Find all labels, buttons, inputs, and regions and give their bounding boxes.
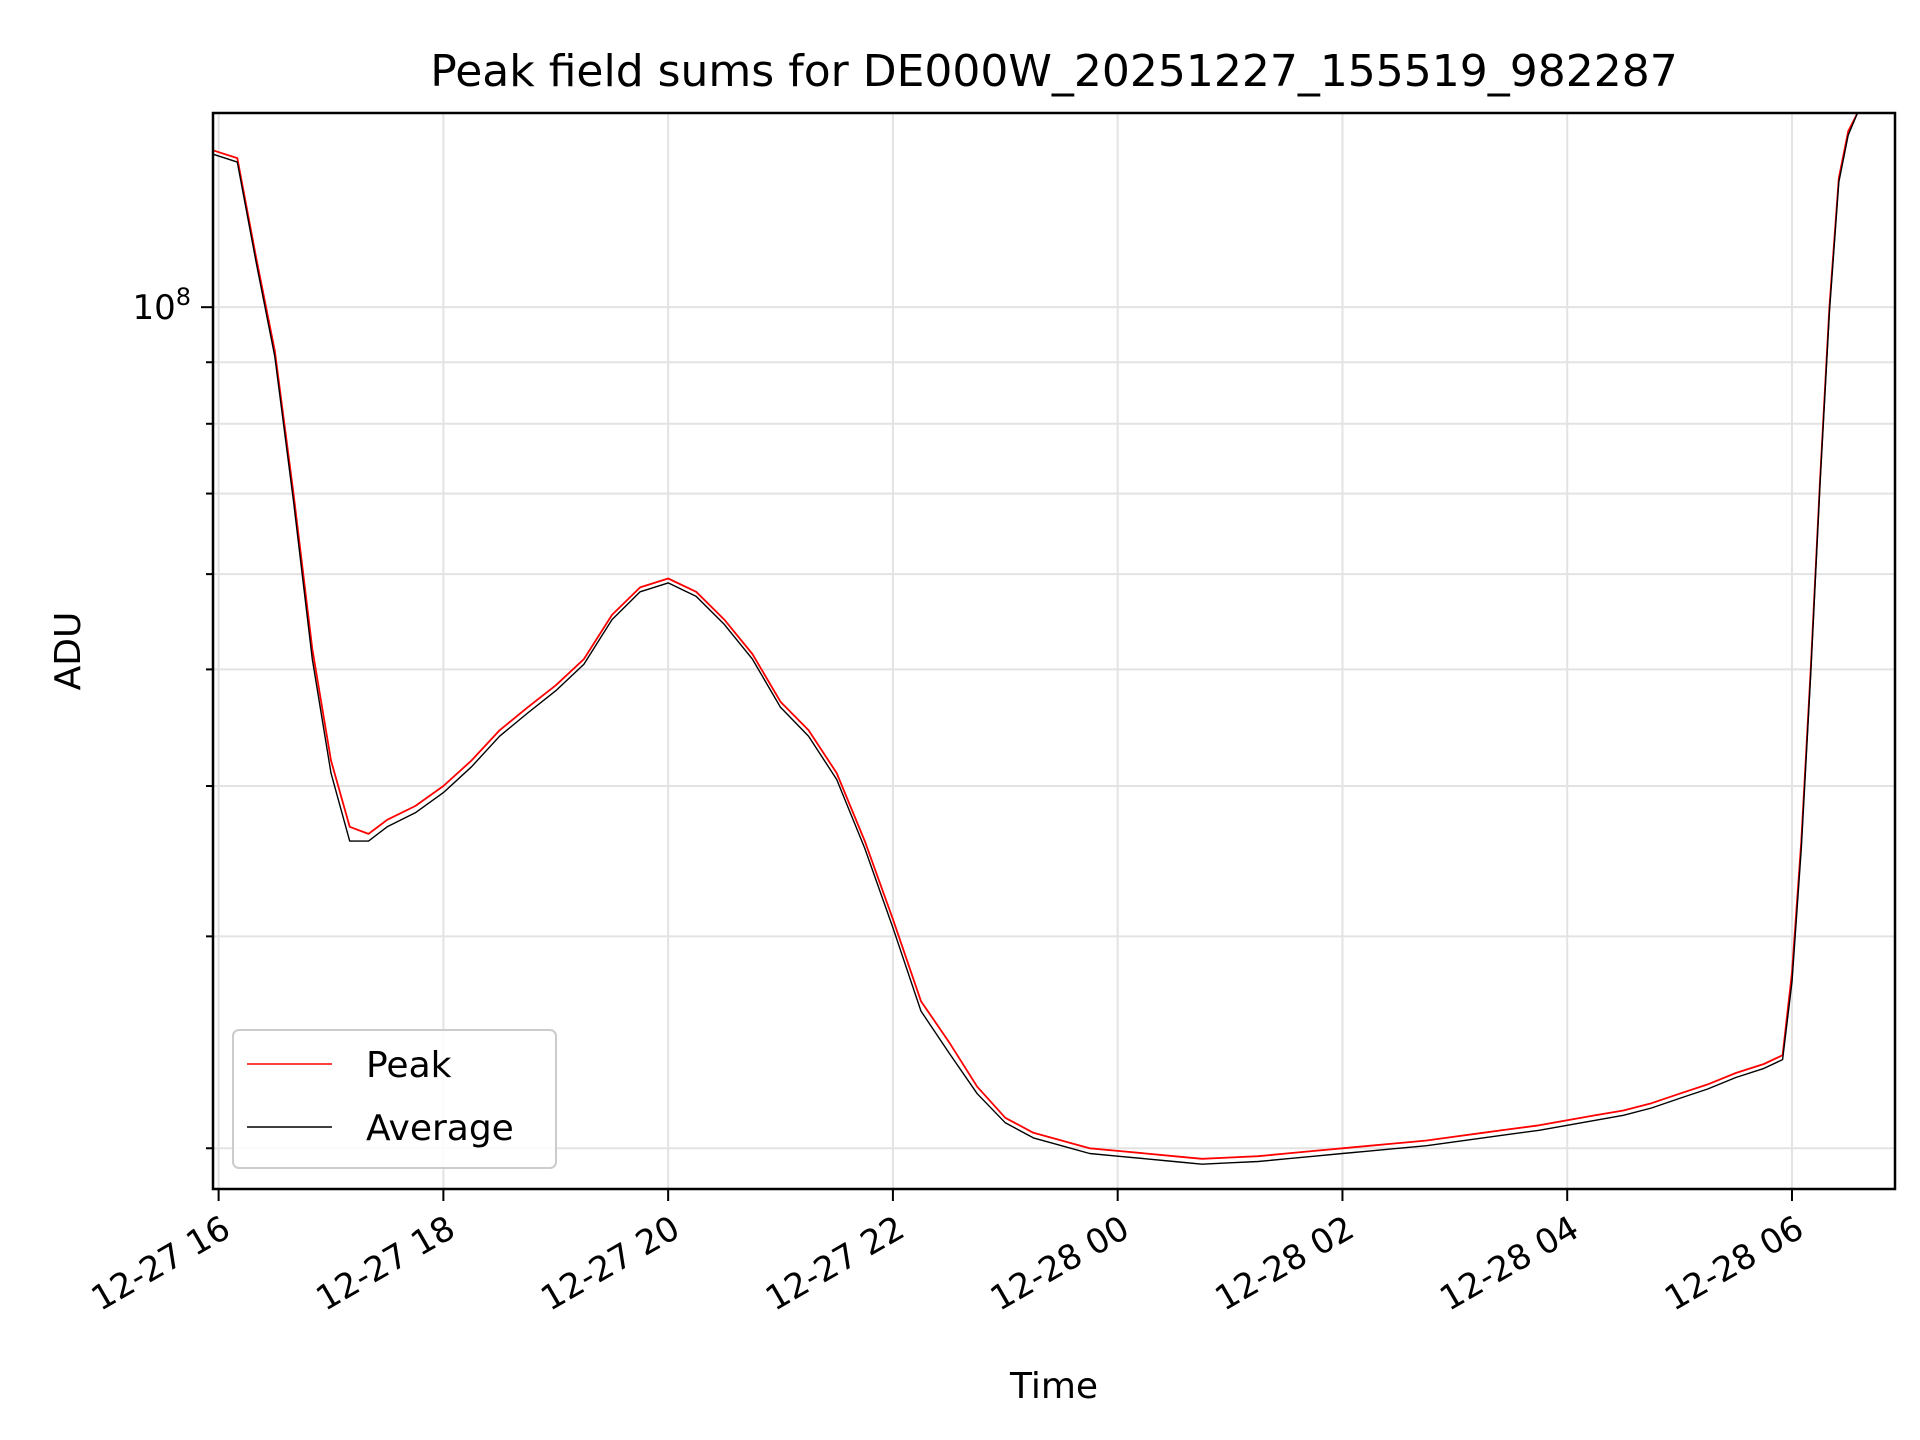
x-tick-label: 12-27 18 [309,1208,461,1319]
series-line-peak [212,112,1859,1160]
x-axis-ticks: 12-27 16 12-27 18 12-27 20 12-27 22 12-28 00… [85,1189,1810,1319]
y-tick-label: 108 [132,283,191,328]
y-axis-label: ADU [48,612,89,691]
grid-lines [213,113,1895,1189]
legend-label-peak: Peak [366,1045,452,1086]
x-tick-label: 12-28 06 [1658,1208,1810,1319]
legend: Peak Average [232,1029,557,1169]
series-lines [212,112,1859,1165]
x-tick-label: 12-28 02 [1209,1208,1361,1319]
x-tick-label: 12-27 22 [759,1208,911,1319]
legend-label-average: Average [366,1108,514,1149]
x-axis-label: Time [1009,1366,1098,1407]
y-axis-ticks: 108 [132,283,213,1150]
x-tick-label: 12-28 04 [1433,1208,1585,1319]
x-tick-label: 12-27 16 [85,1208,237,1319]
x-tick-label: 12-28 00 [984,1208,1136,1319]
plot-frame [211,111,1897,1191]
chart-title: Peak field sums for DE000W_20251227_1555… [430,46,1678,97]
x-tick-label: 12-27 20 [534,1208,686,1319]
series-line-average [212,112,1859,1165]
